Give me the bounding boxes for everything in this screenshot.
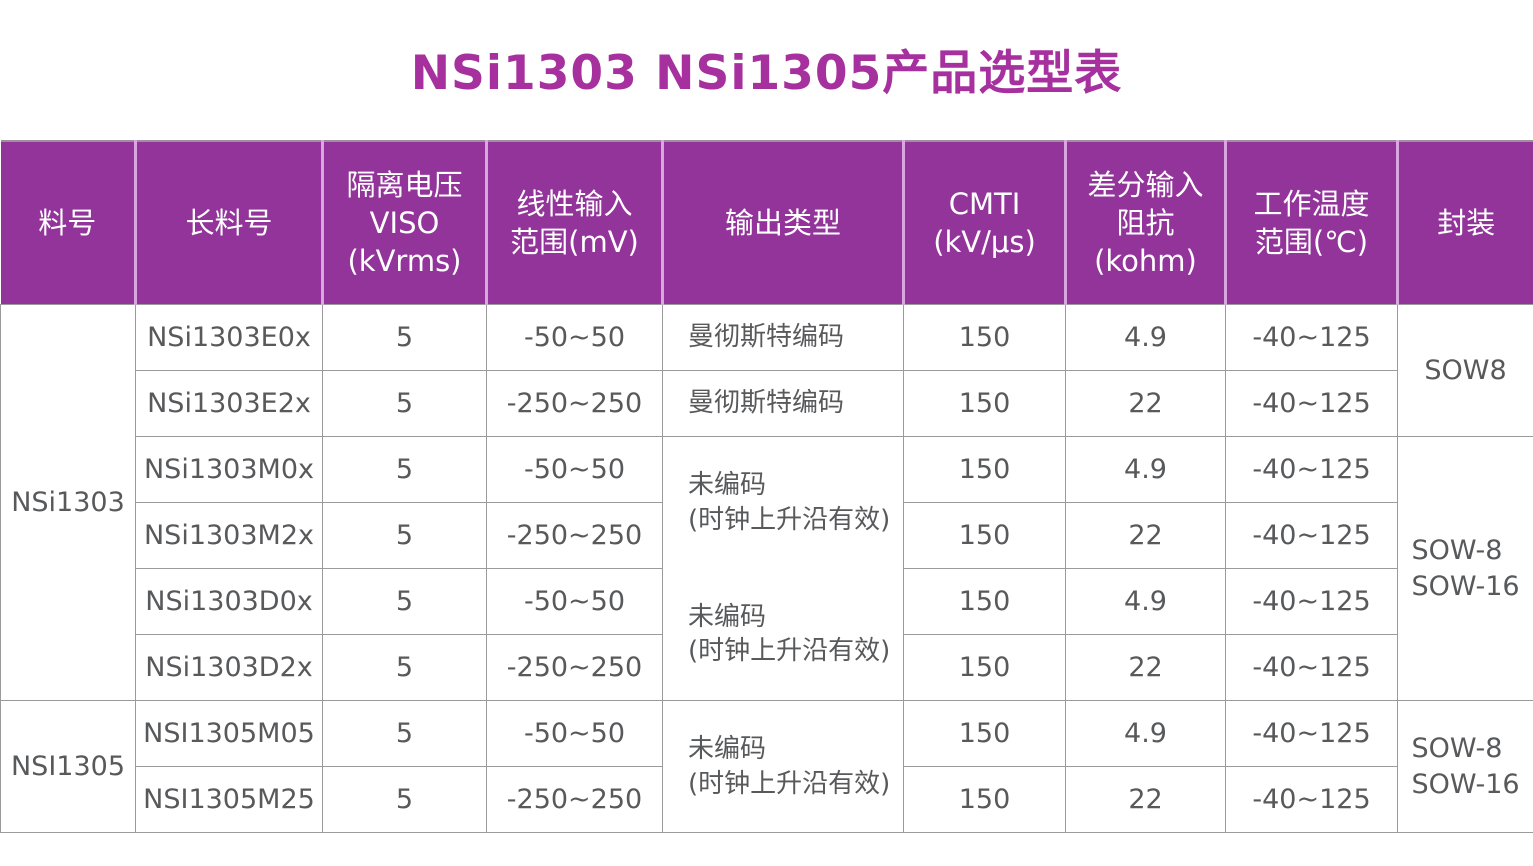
temp-range-cell: -40~125 xyxy=(1225,304,1398,371)
long-part-cell: NSi1303D2x xyxy=(135,634,323,701)
temp-range-cell: -40~125 xyxy=(1225,436,1398,503)
viso-cell: 5 xyxy=(322,568,487,635)
package-cell: SOW-8 SOW-16 xyxy=(1397,700,1533,833)
input-range-cell: -250~250 xyxy=(486,370,663,437)
input-range-cell: -250~250 xyxy=(486,502,663,569)
table-row: NSi1303D0x 5 -50~50 未编码 (时钟上升沿有效) 150 4.… xyxy=(1,568,1533,701)
output-type-cell: 未编码 (时钟上升沿有效) xyxy=(662,568,904,701)
impedance-cell: 4.9 xyxy=(1065,700,1226,767)
table-row: NSi1303 NSi1303E0x 5 -50~50 曼彻斯特编码 150 4… xyxy=(0,304,1533,701)
output-type-cell: 曼彻斯特编码 xyxy=(662,370,904,437)
table-row: NSi1303M0x 5 -50~50 未编码 (时钟上升沿有效) 150 4.… xyxy=(1,436,1533,701)
cmti-cell: 150 xyxy=(903,502,1066,569)
package-label: SOW-8 SOW-16 xyxy=(1411,732,1520,800)
impedance-cell: 22 xyxy=(1065,502,1226,569)
long-part-cell: NSi1303E0x xyxy=(135,304,323,371)
viso-cell: 5 xyxy=(322,502,487,569)
part-group-cell: NSI1305 xyxy=(0,700,136,833)
package-cell: SOW-8 SOW-16 xyxy=(1397,436,1533,701)
input-range-cell: -250~250 xyxy=(486,634,663,701)
package-label: SOW-8 SOW-16 xyxy=(1411,534,1520,602)
impedance-cell: 4.9 xyxy=(1065,436,1226,503)
cmti-cell: 150 xyxy=(903,700,1066,767)
viso-cell: 5 xyxy=(322,634,487,701)
viso-cell: 5 xyxy=(322,436,487,503)
cmti-cell: 150 xyxy=(903,370,1066,437)
long-part-cell: NSi1303D0x xyxy=(135,568,323,635)
input-range-cell: -50~50 xyxy=(486,304,663,371)
impedance-cell: 22 xyxy=(1065,766,1226,833)
col-header-viso: 隔离电压 VISO (kVrms) xyxy=(321,140,487,305)
col-header-input-range: 线性输入 范围(mV) xyxy=(485,140,663,305)
cmti-cell: 150 xyxy=(903,436,1066,503)
input-range-cell: -50~50 xyxy=(486,700,663,767)
page-title: NSi1303 NSi1305产品选型表 xyxy=(410,46,1123,101)
input-range-cell: -50~50 xyxy=(486,568,663,635)
long-part-cell: NSi1303E2x xyxy=(135,370,323,437)
temp-range-cell: -40~125 xyxy=(1225,502,1398,569)
output-type-cell: 曼彻斯特编码 xyxy=(662,304,904,371)
cmti-cell: 150 xyxy=(903,304,1066,371)
col-header-impedance: 差分输入 阻抗 (kohm) xyxy=(1064,140,1226,305)
package-cell: SOW8 xyxy=(1397,304,1533,437)
impedance-cell: 4.9 xyxy=(1065,304,1226,371)
col-header-output-type: 输出类型 xyxy=(661,140,904,305)
long-part-cell: NSI1305M05 xyxy=(135,700,323,767)
col-header-package: 封装 xyxy=(1396,140,1533,305)
viso-cell: 5 xyxy=(322,700,487,767)
header-row: 料号 长料号 隔离电压 VISO (kVrms) 线性输入 范围(mV) 输出类… xyxy=(0,140,1533,305)
table-row: NSi1303M2x 5 -250~250 150 22 -40~125 xyxy=(1,502,1533,569)
input-range-cell: -50~50 xyxy=(486,436,663,503)
temp-range-cell: -40~125 xyxy=(1225,766,1398,833)
impedance-cell: 4.9 xyxy=(1065,568,1226,635)
input-range-cell: -250~250 xyxy=(486,766,663,833)
table-row: NSI1305 NSI1305M05 5 -50~50 未编码 (时钟上升沿有效… xyxy=(0,700,1533,833)
cmti-cell: 150 xyxy=(903,634,1066,701)
col-header-temp-range: 工作温度 范围(℃) xyxy=(1224,140,1398,305)
table-row: NSI1305M25 5 -250~250 150 22 -40~125 xyxy=(1,766,1533,833)
impedance-cell: 22 xyxy=(1065,370,1226,437)
impedance-cell: 22 xyxy=(1065,634,1226,701)
viso-cell: 5 xyxy=(322,370,487,437)
viso-cell: 5 xyxy=(322,766,487,833)
product-selection-table: 料号 长料号 隔离电压 VISO (kVrms) 线性输入 范围(mV) 输出类… xyxy=(0,140,1533,833)
temp-range-cell: -40~125 xyxy=(1225,370,1398,437)
col-header-part: 料号 xyxy=(0,140,136,305)
col-header-long-part: 长料号 xyxy=(134,140,323,305)
package-label: SOW8 xyxy=(1424,354,1507,386)
col-header-cmti: CMTI (kV/μs) xyxy=(902,140,1066,305)
output-type-cell: 未编码 (时钟上升沿有效) xyxy=(662,436,904,569)
long-part-cell: NSI1305M25 xyxy=(135,766,323,833)
cmti-cell: 150 xyxy=(903,568,1066,635)
temp-range-cell: -40~125 xyxy=(1225,634,1398,701)
cmti-cell: 150 xyxy=(903,766,1066,833)
long-part-cell: NSi1303M2x xyxy=(135,502,323,569)
temp-range-cell: -40~125 xyxy=(1225,700,1398,767)
table-row: NSi1303E2x 5 -250~250 曼彻斯特编码 150 22 -40~… xyxy=(1,370,1533,437)
output-type-cell: 未编码 (时钟上升沿有效) xyxy=(662,700,904,833)
table-row: NSi1303D2x 5 -250~250 150 22 -40~125 xyxy=(1,634,1533,701)
long-part-cell: NSi1303M0x xyxy=(135,436,323,503)
part-group-cell: NSi1303 xyxy=(0,304,136,701)
temp-range-cell: -40~125 xyxy=(1225,568,1398,635)
viso-cell: 5 xyxy=(322,304,487,371)
